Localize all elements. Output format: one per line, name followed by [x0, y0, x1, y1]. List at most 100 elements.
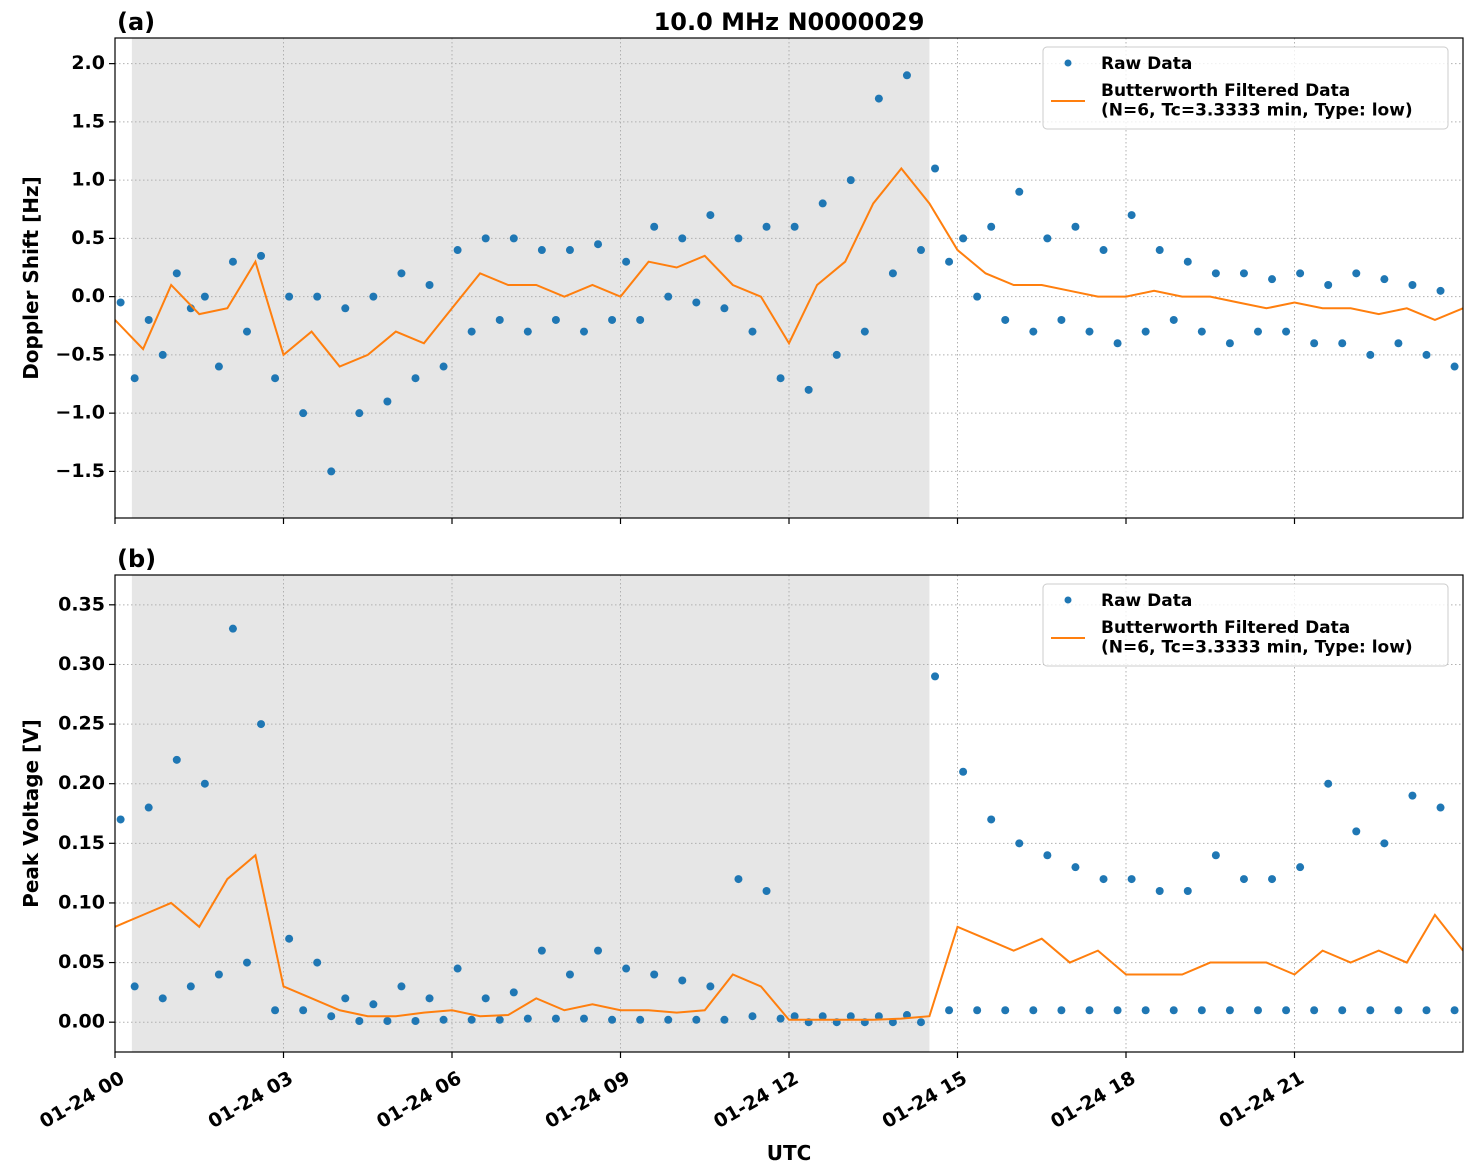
raw-point [214, 362, 223, 371]
raw-point [678, 976, 687, 985]
raw-point [874, 94, 883, 103]
raw-point [579, 1014, 588, 1023]
raw-point [790, 222, 799, 231]
raw-point [1436, 286, 1445, 295]
y-tick-label: −1.0 [55, 402, 105, 424]
legend-marker [1064, 59, 1072, 67]
raw-point [1141, 1006, 1150, 1015]
y-tick-label: 0.10 [58, 891, 105, 913]
raw-point [341, 304, 350, 313]
raw-point [664, 292, 673, 301]
raw-point [1155, 887, 1164, 896]
raw-point [200, 779, 209, 788]
x-axis-label: UTC [767, 1141, 812, 1165]
y-tick-label: 0.20 [58, 772, 105, 794]
panel-label: (b) [117, 545, 156, 573]
raw-point [916, 246, 925, 255]
legend-marker [1064, 596, 1072, 604]
raw-point [327, 467, 336, 476]
legend-box [1042, 583, 1449, 667]
raw-point [257, 251, 266, 260]
raw-point [959, 234, 968, 243]
x-tick-label: 01-24 12 [710, 1067, 802, 1133]
raw-point [832, 350, 841, 359]
raw-point [1225, 339, 1234, 348]
raw-point [1268, 275, 1277, 284]
raw-point [748, 1012, 757, 1021]
y-tick-label: 0.25 [58, 713, 105, 735]
raw-point [1310, 339, 1319, 348]
raw-point [1366, 350, 1375, 359]
raw-point [1282, 327, 1291, 336]
raw-point [383, 1016, 392, 1025]
raw-point [1141, 327, 1150, 336]
legend: Raw Data Butterworth Filtered Data (N=6, T… [1042, 583, 1449, 667]
raw-point [973, 292, 982, 301]
raw-point [1127, 211, 1136, 220]
raw-point [172, 755, 181, 764]
raw-point [579, 327, 588, 336]
raw-point [565, 246, 574, 255]
raw-point [945, 1006, 954, 1015]
legend-label: Raw Data [1101, 591, 1192, 611]
raw-point [1015, 187, 1024, 196]
raw-point [144, 803, 153, 812]
raw-point [285, 934, 294, 943]
raw-point [1015, 839, 1024, 848]
raw-point [636, 1015, 645, 1024]
legend: Raw Data Butterworth Filtered Data (N=6, T… [1042, 46, 1449, 130]
raw-point [608, 315, 617, 324]
raw-point [987, 222, 996, 231]
raw-point [495, 1015, 504, 1024]
raw-point [1029, 1006, 1038, 1015]
series-group [115, 71, 1463, 476]
x-tick-label: 01-24 06 [373, 1067, 465, 1133]
y-tick-label: 0.0 [71, 285, 105, 307]
raw-point [1197, 1006, 1206, 1015]
raw-point [1310, 1006, 1319, 1015]
raw-point [228, 257, 237, 266]
y-tick-label: −1.5 [55, 460, 105, 482]
raw-point [804, 385, 813, 394]
y-axis-label: Doppler Shift [Hz] [19, 176, 43, 380]
legend-box [1042, 46, 1449, 130]
raw-point [425, 280, 434, 289]
raw-point [228, 624, 237, 633]
raw-point [608, 1015, 617, 1024]
raw-point [1422, 350, 1431, 359]
raw-point [355, 409, 364, 418]
raw-point [916, 1018, 925, 1027]
chart-title: 10.0 MHz N0000029 [654, 8, 925, 36]
raw-point [467, 327, 476, 336]
raw-point [1155, 246, 1164, 255]
raw-point [1352, 827, 1361, 836]
raw-point [551, 315, 560, 324]
raw-point [1338, 1006, 1347, 1015]
raw-point [720, 304, 729, 313]
raw-point [860, 327, 869, 336]
x-tick-label: 01-24 00 [36, 1067, 128, 1133]
raw-point [1211, 851, 1220, 860]
raw-point [874, 1012, 883, 1021]
raw-point [1268, 875, 1277, 884]
raw-point [1211, 269, 1220, 278]
raw-point [931, 672, 940, 681]
raw-point [1239, 269, 1248, 278]
raw-point [523, 327, 532, 336]
y-tick-label: 0.00 [58, 1011, 105, 1033]
raw-point [776, 1014, 785, 1023]
raw-point [1450, 1006, 1459, 1015]
series-group [115, 624, 1463, 1027]
raw-point [439, 362, 448, 371]
raw-point [1127, 875, 1136, 884]
raw-point [1001, 315, 1010, 324]
raw-point [846, 176, 855, 185]
raw-point [537, 946, 546, 955]
raw-point [1380, 839, 1389, 848]
raw-point [1422, 1006, 1431, 1015]
x-tick-label: 01-24 03 [205, 1067, 297, 1133]
legend-label: Butterworth Filtered Data (N=6, Tc=3.3333… [1101, 81, 1413, 121]
raw-point [762, 887, 771, 896]
raw-point [959, 767, 968, 776]
raw-point [931, 164, 940, 173]
